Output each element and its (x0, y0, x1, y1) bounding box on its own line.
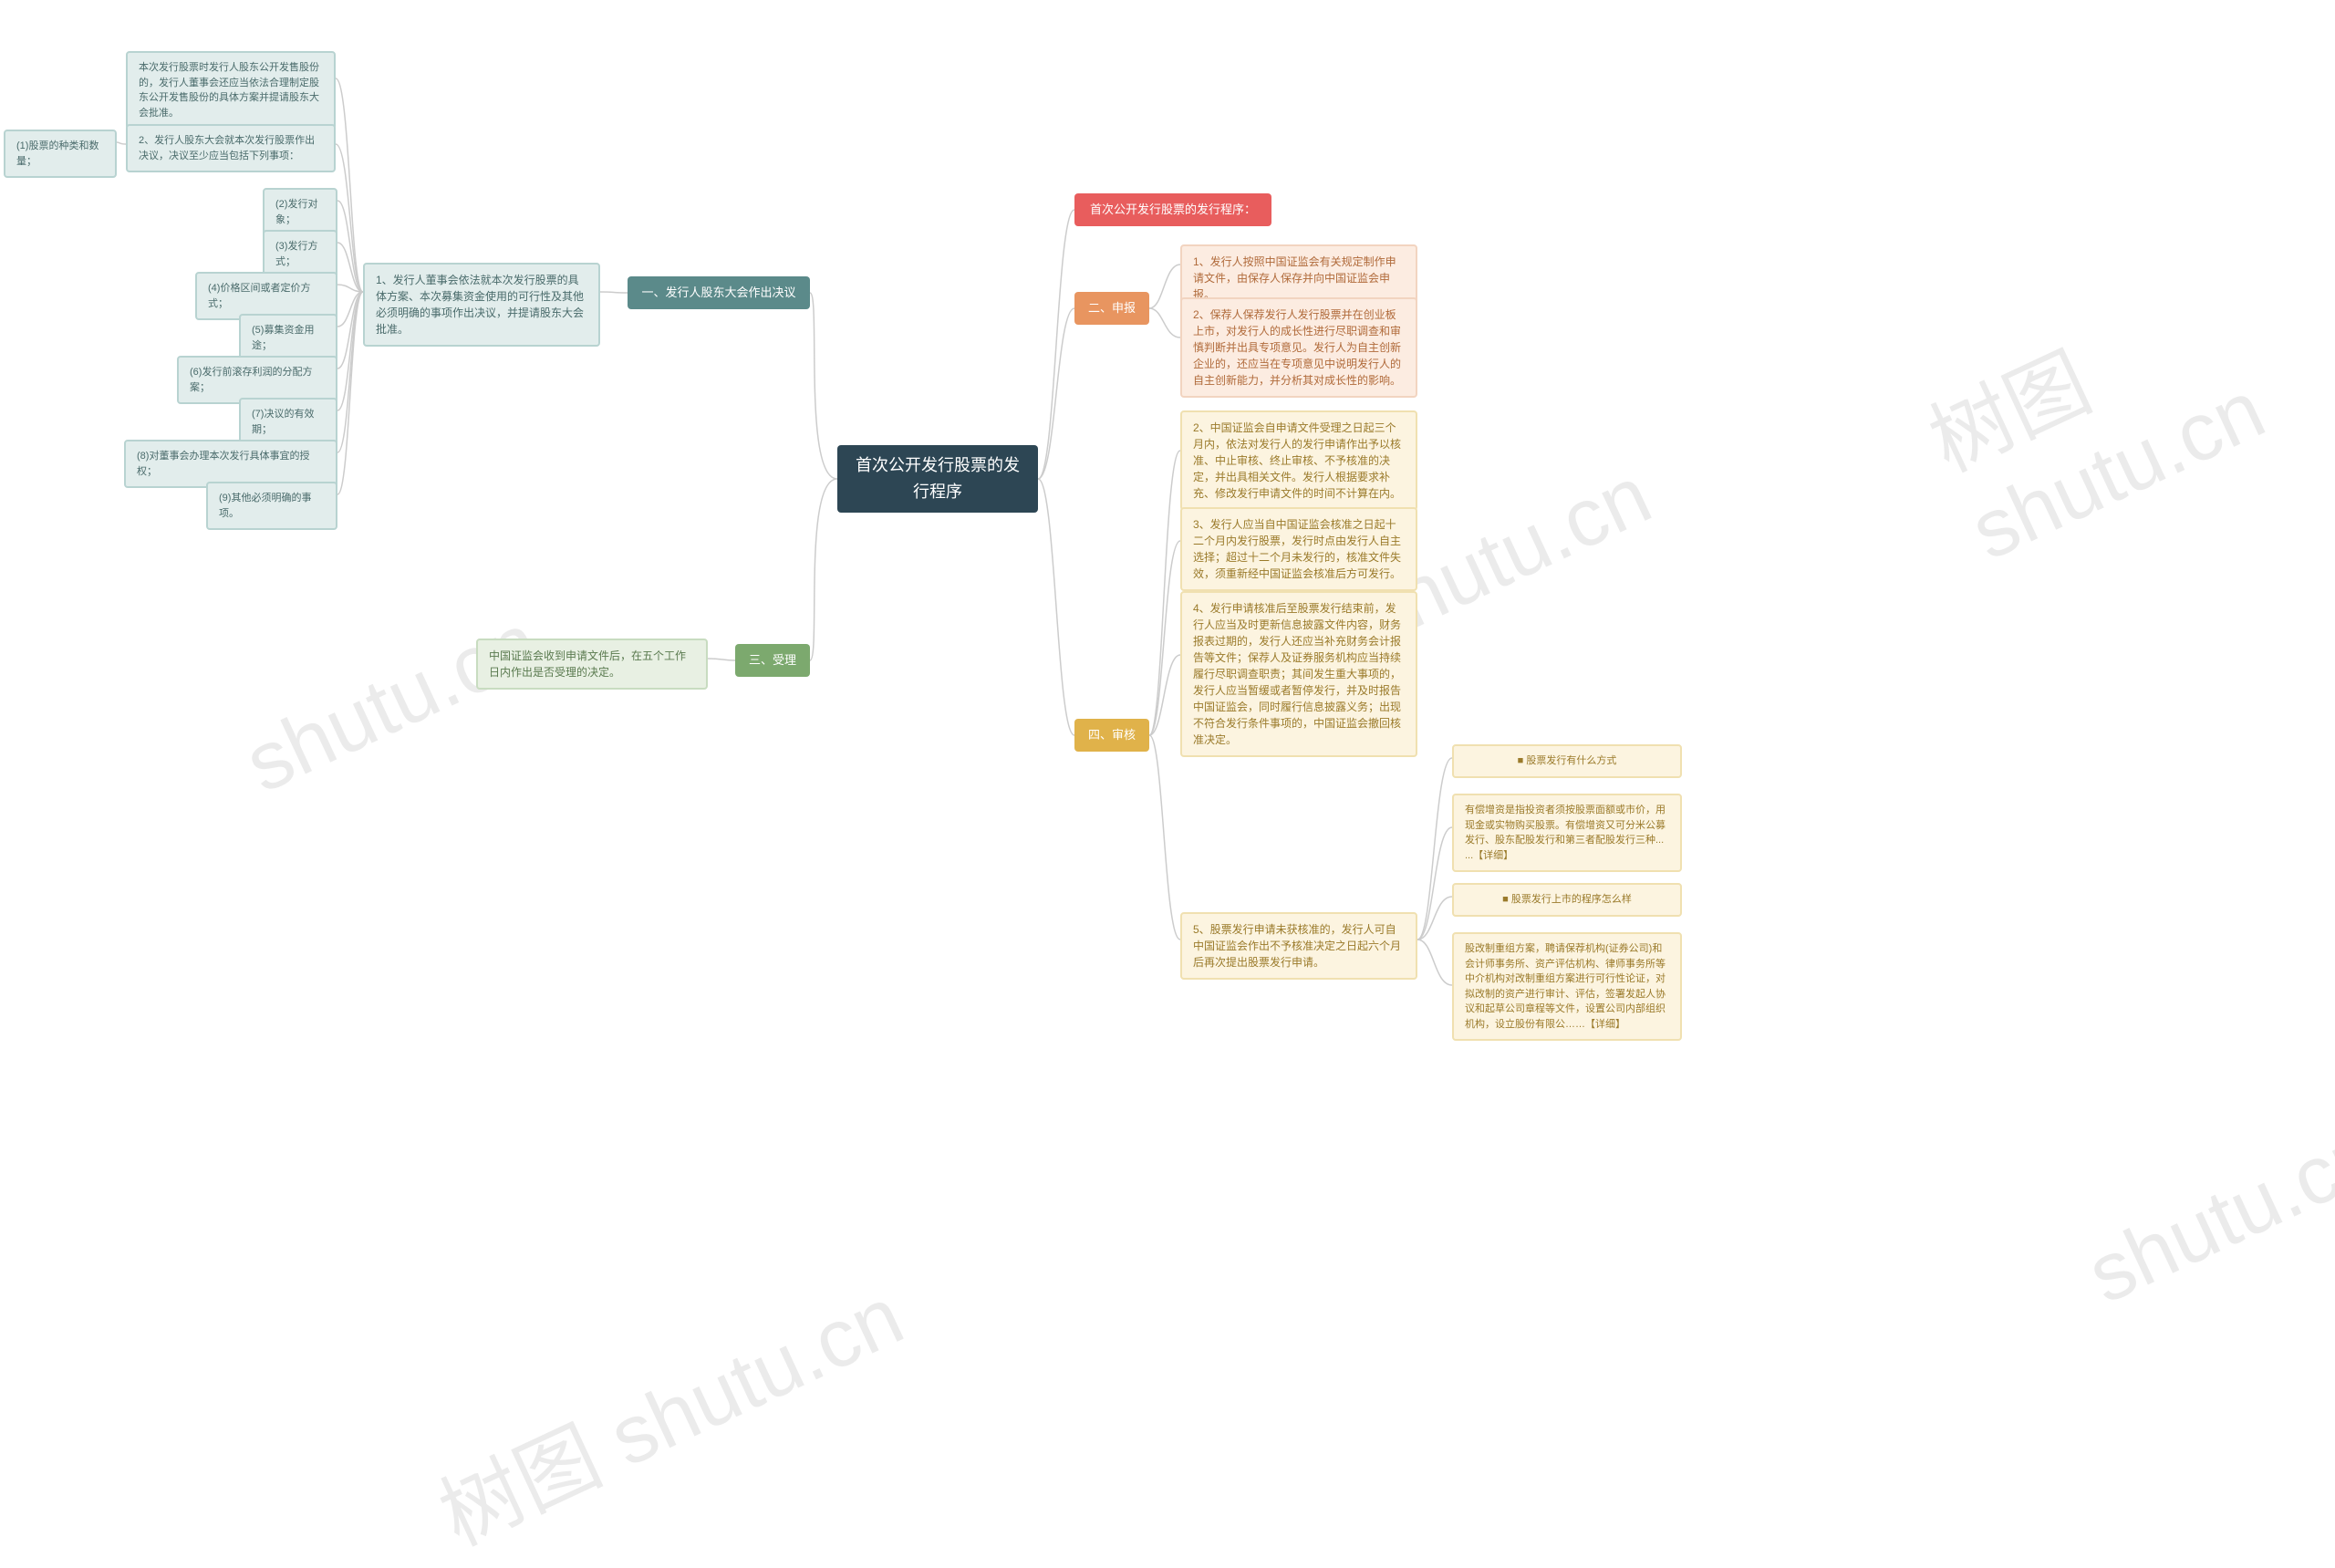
mindmap-leaf-node[interactable]: (9)其他必须明确的事项。 (206, 482, 337, 530)
mindmap-leaf-node[interactable]: 本次发行股票时发行人股东公开发售股份的，发行人董事会还应当依法合理制定股东公开发… (126, 51, 336, 130)
watermark: shutu.cn (232, 596, 553, 812)
mindmap-leaf-node[interactable]: (1)股票的种类和数量； (4, 130, 117, 178)
mindmap-branch-node[interactable]: 一、发行人股东大会作出决议 (628, 276, 810, 309)
mindmap-branch-node[interactable]: 三、受理 (735, 644, 810, 677)
mindmap-leaf-node[interactable]: 2、发行人股东大会就本次发行股票作出决议，决议至少应当包括下列事项： (126, 124, 336, 172)
mindmap-leaf-node[interactable]: ■ 股票发行有什么方式 (1452, 744, 1682, 778)
mindmap-branch-node[interactable]: 首次公开发行股票的发行程序： (1074, 193, 1271, 226)
watermark: shutu.cn (2074, 1106, 2335, 1323)
mindmap-sub-node[interactable]: 5、股票发行申请未获核准的，发行人可自中国证监会作出不予核准决定之日起六个月后再… (1180, 912, 1417, 980)
mindmap-sub-node[interactable]: 1、发行人董事会依法就本次发行股票的具体方案、本次募集资金使用的可行性及其他必须… (363, 263, 600, 347)
mindmap-leaf-node[interactable]: ■ 股票发行上市的程序怎么样 (1452, 883, 1682, 917)
mindmap-sub-node[interactable]: 中国证监会收到申请文件后，在五个工作日内作出是否受理的决定。 (476, 639, 708, 690)
watermark: 树图 shutu.cn (418, 1251, 918, 1568)
mindmap-leaf-node[interactable]: 有偿增资是指投资者须按股票面额或市价，用现金或实物购买股票。有偿增资又可分米公募… (1452, 794, 1682, 872)
mindmap-sub-node[interactable]: 2、保荐人保荐发行人发行股票并在创业板上市，对发行人的成长性进行尽职调查和审慎判… (1180, 297, 1417, 398)
mindmap-branch-node[interactable]: 二、申报 (1074, 292, 1149, 325)
mindmap-center-node[interactable]: 首次公开发行股票的发行程序 (837, 445, 1038, 513)
watermark: 树图 shutu.cn (1907, 217, 2335, 579)
mindmap-sub-node[interactable]: 3、发行人应当自中国证监会核准之日起十二个月内发行股票，发行时点由发行人自主选择… (1180, 507, 1417, 591)
mindmap-leaf-node[interactable]: 股改制重组方案，聘请保荐机构(证券公司)和会计师事务所、资产评估机构、律师事务所… (1452, 932, 1682, 1041)
mindmap-sub-node[interactable]: 4、发行申请核准后至股票发行结束前，发行人应当及时更新信息披露文件内容，财务报表… (1180, 591, 1417, 757)
mindmap-branch-node[interactable]: 四、审核 (1074, 719, 1149, 752)
mindmap-sub-node[interactable]: 2、中国证监会自申请文件受理之日起三个月内，依法对发行人的发行申请作出予以核准、… (1180, 410, 1417, 511)
